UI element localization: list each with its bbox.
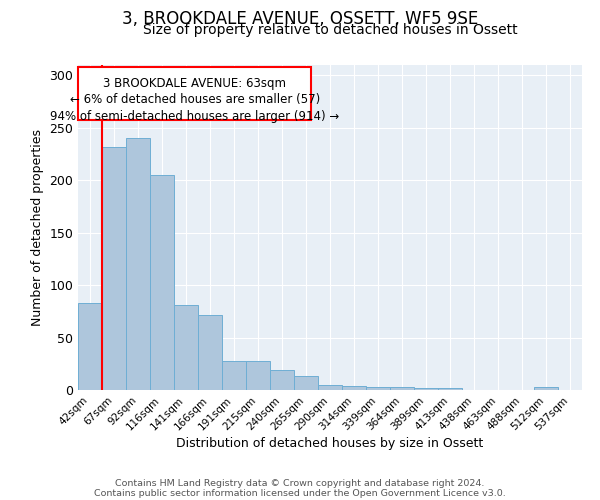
Text: 94% of semi-detached houses are larger (914) →: 94% of semi-detached houses are larger (… bbox=[50, 110, 339, 123]
Title: Size of property relative to detached houses in Ossett: Size of property relative to detached ho… bbox=[143, 24, 517, 38]
Text: 3, BROOKDALE AVENUE, OSSETT, WF5 9SE: 3, BROOKDALE AVENUE, OSSETT, WF5 9SE bbox=[122, 10, 478, 28]
Bar bbox=[126, 138, 150, 390]
Bar bbox=[438, 388, 462, 390]
Bar bbox=[318, 385, 342, 390]
Bar bbox=[102, 147, 126, 390]
Bar bbox=[390, 387, 414, 390]
Bar bbox=[342, 386, 366, 390]
Text: 3 BROOKDALE AVENUE: 63sqm: 3 BROOKDALE AVENUE: 63sqm bbox=[103, 76, 286, 90]
FancyBboxPatch shape bbox=[79, 67, 311, 120]
Text: Contains HM Land Registry data © Crown copyright and database right 2024.: Contains HM Land Registry data © Crown c… bbox=[115, 478, 485, 488]
Bar bbox=[150, 175, 174, 390]
Text: ← 6% of detached houses are smaller (57): ← 6% of detached houses are smaller (57) bbox=[70, 94, 320, 106]
Text: Contains public sector information licensed under the Open Government Licence v3: Contains public sector information licen… bbox=[94, 488, 506, 498]
Bar bbox=[198, 314, 222, 390]
Bar bbox=[534, 387, 558, 390]
Bar bbox=[174, 305, 198, 390]
Bar bbox=[222, 360, 246, 390]
Bar bbox=[78, 303, 102, 390]
Bar bbox=[270, 370, 294, 390]
Y-axis label: Number of detached properties: Number of detached properties bbox=[31, 129, 44, 326]
Bar bbox=[246, 360, 270, 390]
Bar bbox=[294, 376, 318, 390]
X-axis label: Distribution of detached houses by size in Ossett: Distribution of detached houses by size … bbox=[176, 438, 484, 450]
Bar bbox=[366, 387, 390, 390]
Bar bbox=[414, 388, 438, 390]
